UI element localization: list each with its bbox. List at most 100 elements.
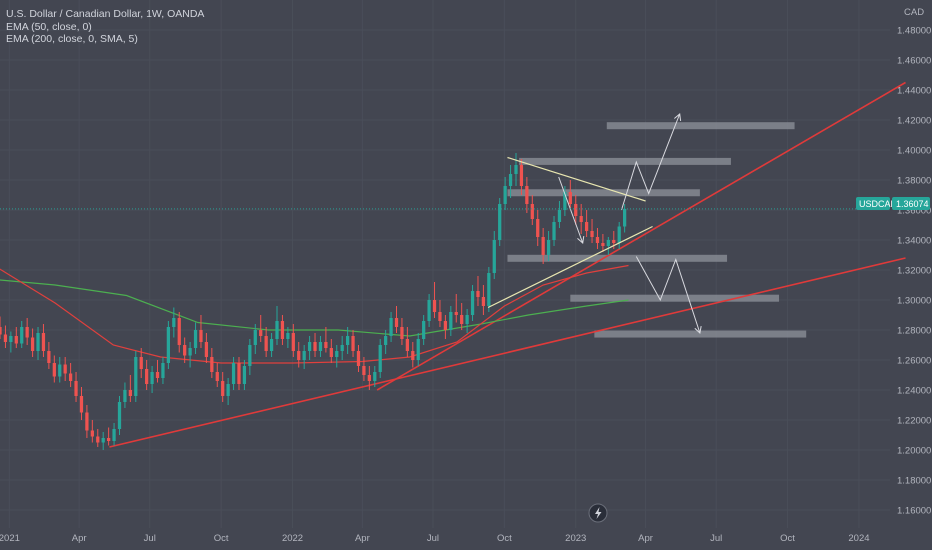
candle-body: [215, 372, 219, 381]
candle-body: [41, 333, 46, 351]
candle-body: [340, 345, 344, 351]
candle: [519, 159, 524, 195]
candle: [85, 405, 89, 438]
candle: [155, 360, 160, 383]
candle-body: [90, 430, 94, 437]
candle: [394, 306, 399, 333]
candle-body: [63, 364, 67, 374]
candle: [552, 216, 556, 246]
y-tick-label: 1.48000: [897, 26, 931, 37]
moving-averages: [0, 264, 629, 364]
candle-body: [280, 321, 285, 339]
lightning-icon[interactable]: [588, 503, 608, 523]
candle: [177, 312, 181, 353]
candle-body: [101, 438, 105, 443]
candle-body: [454, 312, 458, 315]
sr-zone: [570, 294, 780, 302]
zones: [507, 122, 807, 338]
candle: [3, 325, 8, 348]
candle-body: [356, 351, 361, 366]
candle-body: [302, 351, 306, 360]
candle: [340, 336, 344, 360]
candle-body: [568, 192, 572, 204]
candle-body: [188, 348, 192, 356]
candle: [345, 327, 350, 354]
candle-body: [221, 381, 225, 396]
candle: [378, 339, 382, 378]
candle: [68, 363, 73, 387]
symbol-tag-bg: [856, 197, 890, 210]
sr-zone: [507, 189, 700, 197]
y-tick-label: 1.18000: [897, 476, 931, 487]
candle: [601, 234, 605, 252]
trendlines: [109, 81, 906, 448]
candle: [36, 327, 40, 360]
candle: [172, 307, 176, 338]
candle: [476, 276, 480, 306]
candle: [0, 316, 2, 339]
candle: [389, 312, 393, 342]
x-tick-label: Oct: [497, 533, 512, 544]
x-tick-label: Apr: [638, 533, 653, 544]
y-tick-label: 1.46000: [897, 56, 931, 67]
candle: [123, 382, 127, 408]
candle-body: [166, 327, 171, 363]
candle-body: [134, 357, 138, 396]
candle-body: [411, 351, 415, 360]
projection-arrows: [558, 113, 702, 334]
x-tick-label: 2021: [0, 533, 20, 544]
sr-zone: [519, 157, 731, 165]
sr-zone: [606, 122, 795, 130]
candle-body: [58, 364, 62, 377]
candle: [449, 306, 453, 336]
projection-arrowhead: [577, 236, 585, 244]
candle-body: [546, 240, 551, 255]
candle-body: [373, 372, 377, 381]
candle: [405, 327, 409, 357]
candle-body: [237, 363, 241, 384]
x-tick-label: Apr: [355, 533, 370, 544]
candle: [183, 337, 187, 363]
candle: [384, 330, 388, 354]
sr-zone: [507, 254, 728, 262]
candle-body: [199, 330, 203, 342]
candle-body: [123, 390, 127, 402]
x-tick-label: 2022: [282, 533, 303, 544]
candle: [307, 336, 312, 360]
trendline: [376, 81, 906, 391]
candle: [248, 339, 252, 375]
x-tick-label: Jul: [710, 533, 722, 544]
y-tick-label: 1.26000: [897, 356, 931, 367]
candle-body: [150, 372, 154, 384]
candle-body: [563, 192, 567, 210]
candle: [617, 222, 621, 249]
candle: [503, 177, 507, 210]
price-tag: USDCAD 1.36074: [856, 197, 930, 210]
candle: [563, 186, 567, 216]
candle-body: [335, 351, 339, 357]
candle-body: [74, 381, 78, 396]
candle-body: [264, 336, 268, 351]
candle: [606, 237, 610, 255]
candle-body: [438, 312, 442, 321]
candle-body: [155, 372, 160, 378]
candle: [373, 366, 377, 387]
candle: [96, 429, 100, 447]
candle: [329, 339, 333, 363]
candle-body: [530, 204, 534, 219]
candle: [210, 348, 214, 378]
ema200-line: [0, 279, 629, 337]
candle-body: [345, 336, 350, 345]
candle-body: [9, 336, 13, 342]
candle-body: [362, 366, 366, 375]
candle-body: [449, 312, 453, 330]
candle: [47, 342, 51, 369]
sr-zone: [594, 330, 807, 338]
candle: [297, 342, 301, 368]
candle-body: [541, 237, 545, 255]
candle-body: [525, 186, 529, 204]
candle-body: [248, 345, 252, 366]
candle: [30, 328, 35, 357]
candle: [492, 231, 496, 279]
